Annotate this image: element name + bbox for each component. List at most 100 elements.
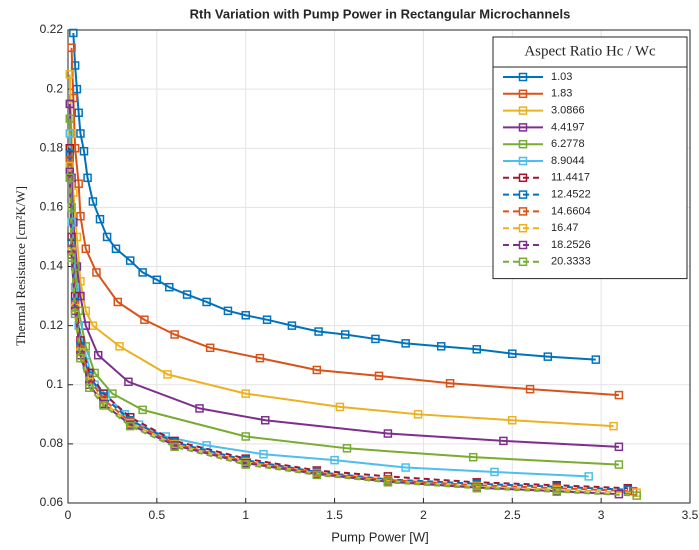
legend-label: 1.03 bbox=[551, 71, 572, 83]
data-marker bbox=[591, 355, 601, 364]
data-marker bbox=[241, 389, 250, 398]
legend-marker bbox=[518, 106, 528, 115]
data-marker bbox=[383, 478, 393, 487]
data-marker bbox=[552, 487, 561, 497]
data-marker bbox=[99, 401, 108, 410]
x-tick-label: 3 bbox=[598, 508, 605, 522]
data-marker bbox=[614, 460, 624, 469]
data-marker bbox=[241, 311, 250, 320]
y-tick-label: 0.22 bbox=[40, 22, 64, 36]
data-marker bbox=[195, 404, 204, 413]
data-marker bbox=[65, 129, 75, 138]
series-line bbox=[68, 74, 614, 428]
y-tick-label: 0.06 bbox=[40, 495, 64, 509]
data-marker bbox=[65, 99, 75, 109]
data-marker bbox=[74, 179, 83, 188]
data-marker bbox=[241, 432, 250, 441]
data-marker bbox=[140, 315, 149, 324]
y-tick-label: 0.16 bbox=[40, 200, 64, 214]
legend-marker bbox=[518, 240, 528, 250]
data-marker bbox=[342, 444, 352, 453]
x-tick-label: 3.5 bbox=[682, 508, 699, 522]
data-marker bbox=[81, 244, 91, 254]
y-tick-label: 0.18 bbox=[40, 140, 64, 154]
data-marker bbox=[499, 436, 508, 446]
legend-label: 12.4522 bbox=[551, 189, 591, 201]
data-marker bbox=[508, 415, 517, 425]
data-marker bbox=[262, 315, 272, 324]
data-marker bbox=[340, 330, 350, 339]
legend-label: 1.83 bbox=[551, 88, 572, 100]
data-marker bbox=[170, 330, 179, 339]
data-marker bbox=[88, 197, 98, 206]
data-marker bbox=[314, 327, 323, 336]
x-tick-label: 0 bbox=[65, 508, 72, 522]
data-marker bbox=[85, 383, 94, 392]
data-marker bbox=[76, 353, 85, 363]
data-marker bbox=[312, 470, 322, 480]
data-marker bbox=[65, 114, 75, 123]
x-tick-label: 2 bbox=[420, 508, 427, 522]
legend-label: 4.4197 bbox=[551, 121, 585, 133]
data-marker bbox=[472, 483, 481, 493]
x-tick-label: 1 bbox=[242, 508, 249, 522]
data-marker bbox=[287, 321, 297, 330]
legend-marker bbox=[518, 257, 528, 267]
data-marker bbox=[614, 442, 624, 452]
data-marker bbox=[152, 275, 162, 285]
data-marker bbox=[170, 442, 179, 452]
data-marker bbox=[202, 297, 211, 307]
chart-title: Rth Variation with Pump Power in Rectang… bbox=[190, 6, 571, 21]
data-marker bbox=[468, 452, 478, 462]
data-marker bbox=[330, 455, 339, 465]
data-marker bbox=[614, 390, 624, 400]
data-marker bbox=[76, 211, 85, 221]
data-marker bbox=[125, 421, 135, 431]
series-line bbox=[70, 47, 619, 397]
data-marker bbox=[83, 173, 92, 183]
data-marker bbox=[543, 352, 553, 361]
data-marker bbox=[383, 429, 393, 438]
data-marker bbox=[79, 146, 89, 156]
data-marker bbox=[374, 371, 384, 381]
data-marker bbox=[223, 306, 233, 316]
legend-title: Aspect Ratio Hc / Wc bbox=[524, 43, 656, 59]
data-marker bbox=[67, 253, 76, 262]
data-marker bbox=[255, 353, 265, 363]
x-tick-label: 0.5 bbox=[149, 508, 166, 522]
data-marker bbox=[69, 28, 78, 38]
legend-label: 3.0866 bbox=[551, 105, 585, 117]
data-marker bbox=[113, 297, 123, 307]
data-marker bbox=[445, 379, 455, 388]
plot-frame bbox=[67, 29, 691, 504]
data-marker bbox=[93, 350, 103, 360]
data-marker bbox=[124, 377, 133, 387]
legend-marker bbox=[518, 89, 528, 99]
legend-label: 14.6604 bbox=[551, 205, 591, 217]
legend-marker bbox=[518, 173, 528, 183]
data-marker bbox=[632, 491, 641, 500]
data-marker bbox=[165, 282, 174, 292]
data-marker bbox=[584, 472, 593, 481]
data-marker bbox=[609, 421, 618, 431]
legend-marker bbox=[518, 123, 528, 132]
y-tick-label: 0.14 bbox=[40, 259, 64, 273]
data-marker bbox=[182, 290, 192, 299]
series-line bbox=[68, 177, 637, 497]
data-marker bbox=[205, 343, 215, 353]
data-marker bbox=[76, 129, 85, 138]
legend-label: 18.2526 bbox=[551, 239, 591, 251]
data-marker bbox=[95, 214, 105, 224]
y-tick-label: 0.1 bbox=[46, 377, 63, 391]
data-marker bbox=[92, 268, 101, 277]
data-marker bbox=[65, 144, 75, 153]
data-marker bbox=[65, 173, 75, 183]
data-marker bbox=[115, 342, 124, 351]
data-marker bbox=[371, 334, 380, 344]
y-axis-label: Thermal Resistance [cm²K/W] bbox=[13, 186, 28, 346]
data-marker bbox=[67, 43, 76, 52]
legend-label: 11.4417 bbox=[551, 172, 590, 184]
x-axis-label: Pump Power [W] bbox=[331, 529, 429, 544]
data-marker bbox=[413, 410, 423, 419]
